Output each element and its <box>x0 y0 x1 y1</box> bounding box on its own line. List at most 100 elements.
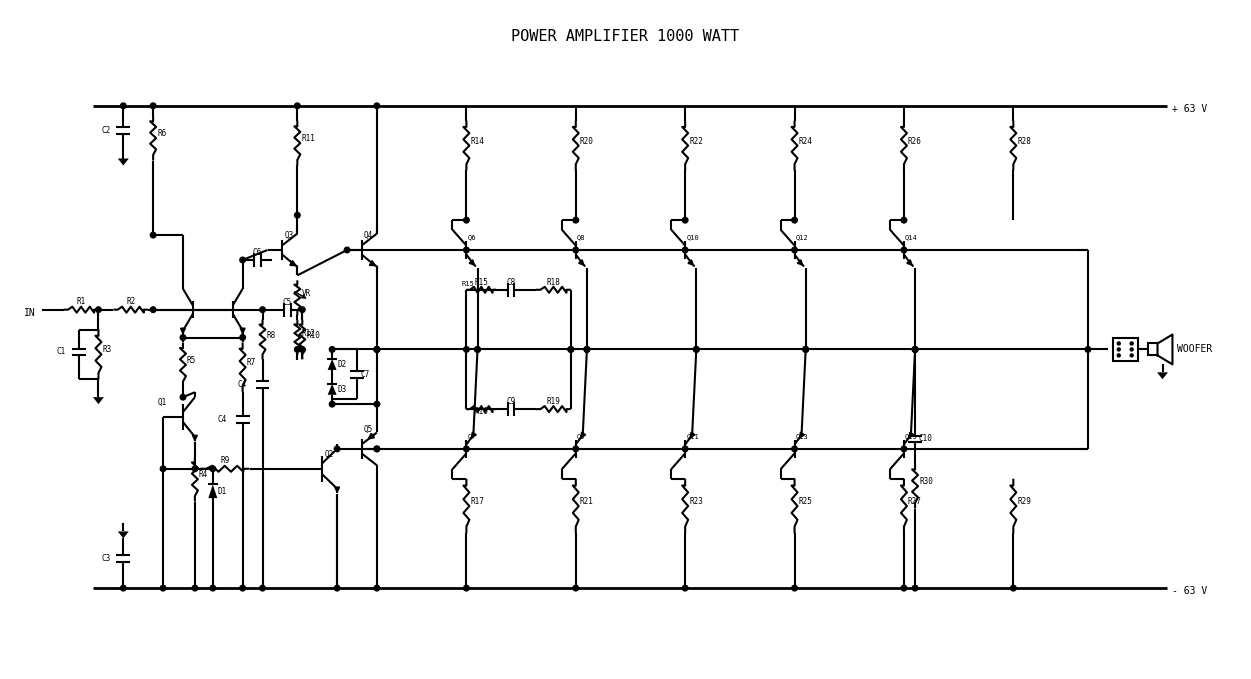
Circle shape <box>193 466 198 471</box>
Text: D1: D1 <box>218 487 226 496</box>
Text: Q13: Q13 <box>796 433 808 439</box>
Circle shape <box>792 247 797 253</box>
Circle shape <box>240 335 245 340</box>
Circle shape <box>210 585 215 591</box>
Circle shape <box>682 247 688 253</box>
Circle shape <box>792 446 797 452</box>
Text: Q7: Q7 <box>468 433 475 439</box>
Text: Q8: Q8 <box>577 234 585 240</box>
Text: Q4: Q4 <box>364 231 373 240</box>
Text: R28: R28 <box>1017 136 1031 145</box>
Circle shape <box>573 247 578 253</box>
Text: Q1: Q1 <box>158 398 168 407</box>
Circle shape <box>573 446 578 452</box>
Text: R27: R27 <box>908 497 922 506</box>
Polygon shape <box>118 532 129 538</box>
Text: R20: R20 <box>579 136 594 145</box>
Text: Q6: Q6 <box>468 234 475 240</box>
Circle shape <box>912 347 918 352</box>
Text: C5: C5 <box>283 297 291 307</box>
Circle shape <box>464 446 469 452</box>
Circle shape <box>210 466 215 471</box>
Circle shape <box>682 446 688 452</box>
Text: R7: R7 <box>246 359 256 367</box>
Circle shape <box>150 232 156 238</box>
Text: Q2: Q2 <box>324 449 334 459</box>
Polygon shape <box>93 397 104 404</box>
Circle shape <box>150 103 156 109</box>
Circle shape <box>901 585 907 591</box>
Circle shape <box>792 217 797 223</box>
Text: + 63 V: + 63 V <box>1172 104 1207 114</box>
Circle shape <box>344 247 350 253</box>
Text: R1: R1 <box>76 297 85 306</box>
Circle shape <box>464 347 469 352</box>
Circle shape <box>464 585 469 591</box>
Text: R10: R10 <box>306 331 320 340</box>
Polygon shape <box>328 384 337 394</box>
Circle shape <box>294 213 300 218</box>
Circle shape <box>1117 354 1120 357</box>
Circle shape <box>573 217 578 223</box>
Text: R22: R22 <box>689 136 703 145</box>
Circle shape <box>374 347 379 352</box>
Circle shape <box>474 347 480 352</box>
Circle shape <box>901 247 907 253</box>
Circle shape <box>150 307 156 312</box>
Text: C2: C2 <box>101 126 110 135</box>
Text: R5: R5 <box>186 356 196 365</box>
Text: IN: IN <box>24 308 35 318</box>
Text: R24: R24 <box>798 136 812 145</box>
Polygon shape <box>1157 372 1168 380</box>
Text: Q3: Q3 <box>284 231 294 240</box>
Circle shape <box>464 247 469 253</box>
FancyBboxPatch shape <box>1113 337 1137 361</box>
Circle shape <box>901 217 907 223</box>
Circle shape <box>180 335 185 340</box>
Circle shape <box>912 347 918 352</box>
Circle shape <box>682 585 688 591</box>
Circle shape <box>294 103 300 109</box>
Polygon shape <box>328 359 337 370</box>
Polygon shape <box>209 484 218 498</box>
Circle shape <box>1130 354 1133 357</box>
Text: R15: R15 <box>462 281 474 287</box>
Circle shape <box>374 347 379 352</box>
Circle shape <box>120 585 126 591</box>
Circle shape <box>260 585 265 591</box>
Text: C3: C3 <box>101 554 110 563</box>
Circle shape <box>299 347 305 352</box>
Circle shape <box>912 347 918 352</box>
Text: R4: R4 <box>199 471 208 479</box>
Text: Q14: Q14 <box>904 234 918 240</box>
Circle shape <box>160 585 166 591</box>
Text: C6: C6 <box>253 248 263 257</box>
Text: C10: C10 <box>918 435 932 443</box>
Circle shape <box>1130 342 1133 345</box>
Circle shape <box>374 585 379 591</box>
Circle shape <box>120 103 126 109</box>
Text: Q15: Q15 <box>904 433 918 439</box>
Circle shape <box>180 394 185 400</box>
Text: D3: D3 <box>337 385 347 394</box>
Text: Q11: Q11 <box>686 433 699 439</box>
Text: R3: R3 <box>103 346 111 354</box>
Circle shape <box>374 347 379 352</box>
Text: Q12: Q12 <box>796 234 808 240</box>
FancyBboxPatch shape <box>1147 344 1157 355</box>
Circle shape <box>464 217 469 223</box>
Circle shape <box>792 585 797 591</box>
Circle shape <box>584 347 589 352</box>
Text: R12: R12 <box>301 329 315 337</box>
Text: R26: R26 <box>908 136 922 145</box>
Text: R18: R18 <box>547 278 560 287</box>
Text: Q9: Q9 <box>577 433 585 439</box>
Text: R25: R25 <box>798 497 812 506</box>
Circle shape <box>95 307 101 312</box>
Circle shape <box>1011 585 1016 591</box>
Circle shape <box>584 347 589 352</box>
Circle shape <box>240 585 245 591</box>
Circle shape <box>334 446 340 452</box>
Circle shape <box>573 585 578 591</box>
Text: R21: R21 <box>579 497 594 506</box>
